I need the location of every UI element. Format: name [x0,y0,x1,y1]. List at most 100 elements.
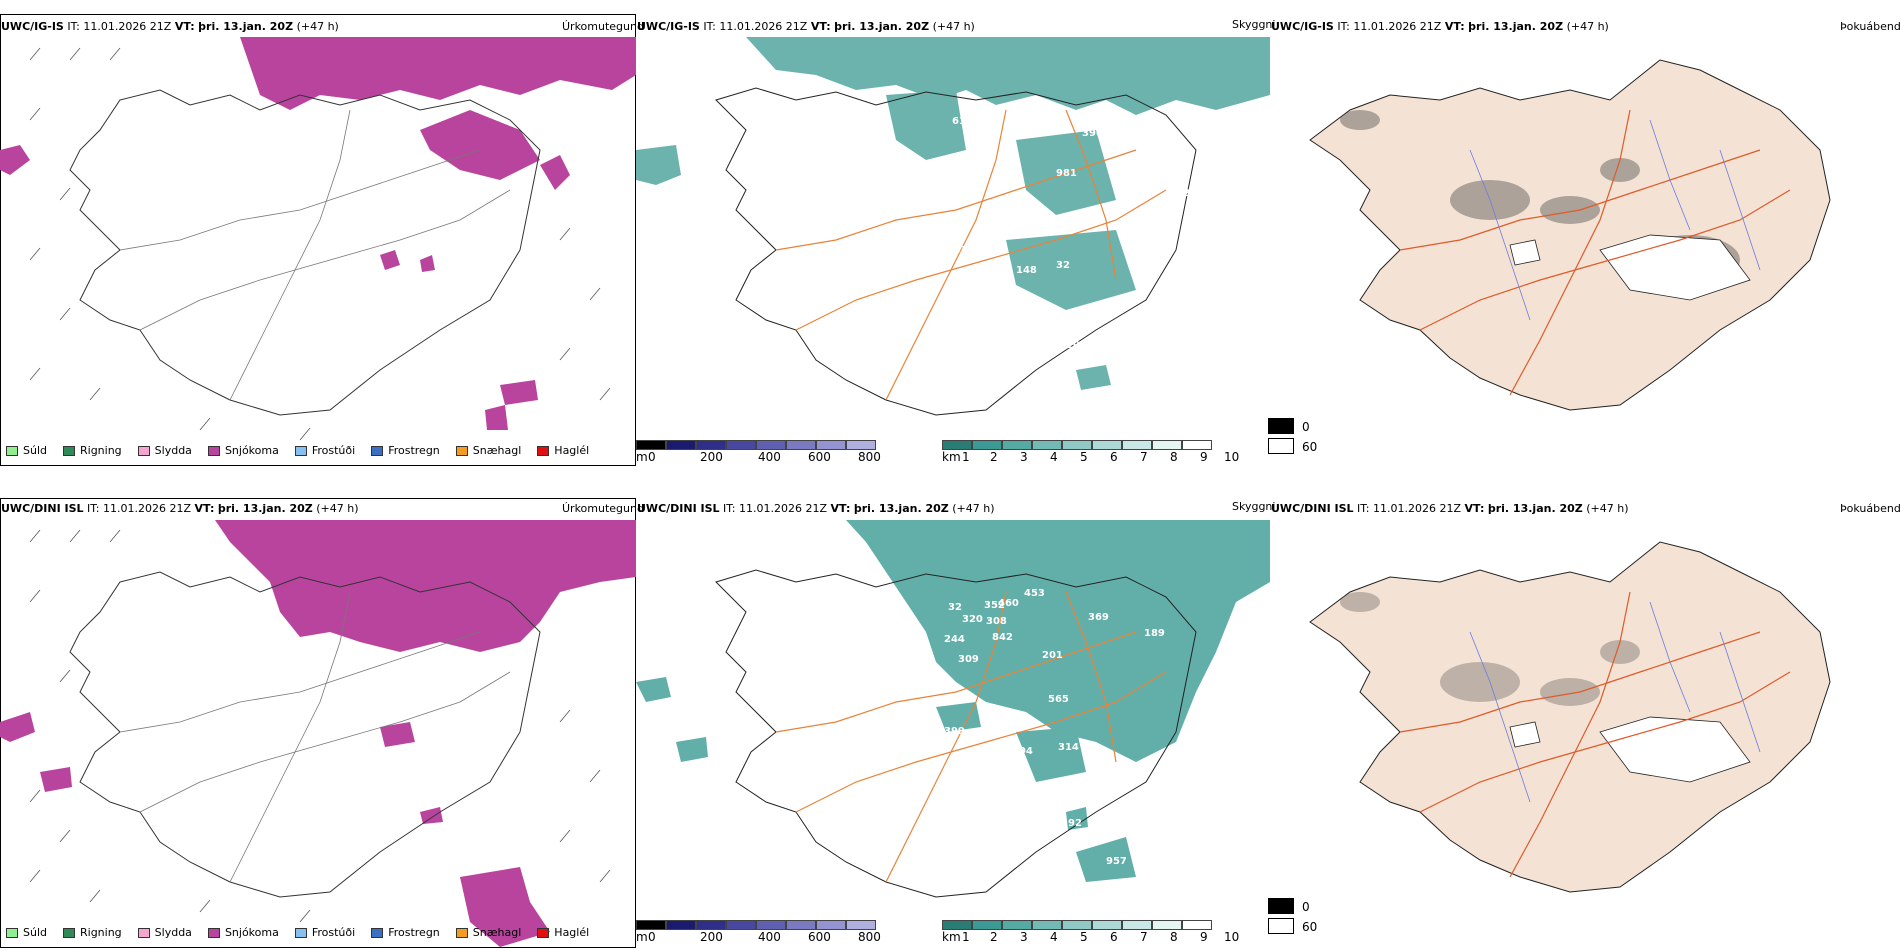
tick: 1 [962,930,970,944]
legend-swatch [537,927,550,938]
model-name: UWC/DINI ISL [1271,502,1354,515]
tick: 9 [1200,930,1208,944]
visibility-ticks: km 1 2 3 4 5 6 7 8 9 10 [942,450,1252,466]
spot-label: 244 [944,634,965,645]
cbar-cell [816,440,846,450]
cbar-cell [726,920,756,930]
fog-legend-label-60: 60 [1302,920,1318,934]
cbar-cell [666,440,696,450]
tick: 5 [1080,930,1088,944]
lead-time: (+47 h) [316,502,359,515]
fog-legend-swatch-0 [1268,898,1294,914]
valid-time: þri. 13.jan. 20Z [1487,502,1583,515]
cbar-cell [1182,920,1212,930]
legend-item: Snjókoma [207,926,279,939]
model-name: UWC/IG-IS [637,20,700,33]
cbar-cell [726,440,756,450]
vt-label: VT: [1464,502,1485,515]
it-label: IT: [723,502,736,515]
fog-legend-swatch-0 [1268,418,1294,434]
visibility-unit: km [942,450,961,464]
legend-swatch [207,927,220,938]
panel-header: UWC/DINI ISL IT: 11.01.2026 21Z VT: þri.… [1,502,359,515]
model-name: UWC/IG-IS [1271,20,1334,33]
iceland-outline [715,87,1197,416]
tick: 4 [1050,930,1058,944]
legend-swatch [6,445,18,456]
spot-label: 396 [1082,128,1103,139]
fog-panel-row2: UWC/DINI ISL IT: 11.01.2026 21Z VT: þri.… [1268,482,1900,950]
spot-label: 399 [944,726,965,737]
spot-label: 201 [1042,650,1063,661]
cbar-cell [1152,440,1182,450]
tick: 7 [1140,450,1148,464]
it-label: IT: [1337,20,1350,33]
cbar-cell [1032,920,1062,930]
fog-map [1309,59,1831,411]
elevation-unit: m [636,930,648,944]
legend-item: Frostregn [371,444,440,457]
tick: 0 [648,930,656,944]
tick: 3 [1020,450,1028,464]
cbar-cell [1182,440,1212,450]
cbar-cell [666,920,696,930]
low-visibility-areas [636,520,1270,882]
panel-title-fog: Þokuábendi [1840,502,1900,515]
spot-label: 323 [1146,146,1167,157]
cbar-cell [786,440,816,450]
legend-swatch [6,927,18,938]
visibility-map [636,520,1270,898]
lead-time: (+47 h) [1566,20,1609,33]
it-label: IT: [67,20,80,33]
legend-swatch [371,445,384,456]
tick: 7 [1140,930,1148,944]
cbar-cell [846,920,876,930]
legend-item: Snjókoma [207,444,279,457]
iceland-outline [69,89,541,416]
tick: 9 [1200,450,1208,464]
legend-label: Haglél [554,926,590,939]
elevation-ticks: m 0 200 400 600 800 [636,930,896,946]
tick: 600 [808,930,831,944]
visibility-colorbar [942,920,1212,930]
spot-label: 52 [1176,188,1190,199]
panel-title-fog: Þokuábendi [1840,20,1900,33]
spot-label: 460 [998,598,1019,609]
roads [119,591,511,883]
valid-time: þri. 13.jan. 20Z [217,502,313,515]
cbar-cell [1122,920,1152,930]
legend-label: Slydda [154,926,192,939]
spot-label: 957 [1106,856,1127,867]
tick: 400 [758,450,781,464]
wind-barbs [29,529,611,923]
cbar-cell [696,440,726,450]
cbar-cell [1062,920,1092,930]
glaciers [1509,716,1751,783]
legend-swatch [137,445,150,456]
lead-time: (+47 h) [1586,502,1629,515]
legend-label: Frostregn [388,926,440,939]
spot-label: 565 [1048,694,1069,705]
legend-item: Rigning [63,926,122,939]
legend-swatch [63,927,75,938]
vt-label: VT: [174,20,195,33]
visibility-ticks: km 1 2 3 4 5 6 7 8 9 10 [942,930,1252,946]
model-name: UWC/DINI ISL [1,502,84,515]
it-label: IT: [703,20,716,33]
tick: 5 [1080,450,1088,464]
precip-map [0,37,636,441]
visibility-unit: km [942,930,961,944]
legend-label: Súld [23,926,47,939]
legend-label: Frostregn [388,444,440,457]
cbar-cell [1152,920,1182,930]
model-name: UWC/DINI ISL [637,502,720,515]
tick: 2 [990,450,998,464]
cbar-cell [1062,440,1092,450]
panel-header: UWC/IG-IS IT: 11.01.2026 21Z VT: þri. 13… [1,20,339,33]
tick: 8 [1170,930,1178,944]
legend-swatch [137,927,150,938]
legend-label: Frostúði [311,926,356,939]
legend-item: Haglél [537,444,589,457]
rivers [1469,601,1761,803]
it-label: IT: [87,502,100,515]
